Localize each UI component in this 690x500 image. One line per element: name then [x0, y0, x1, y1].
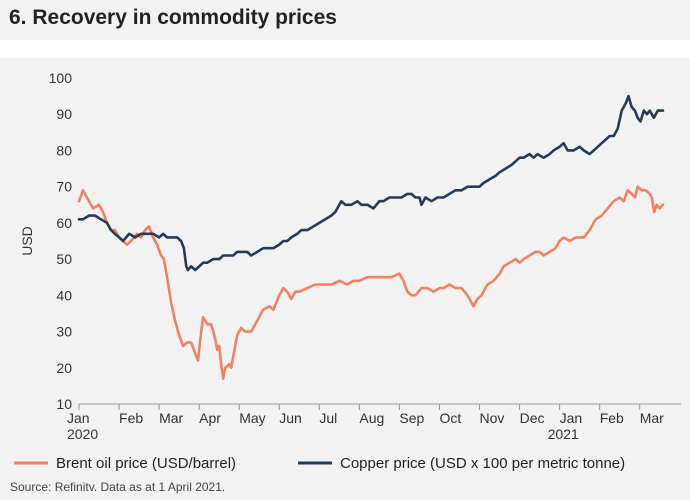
- x-tick-label: May: [239, 410, 265, 426]
- y-tick-label: 30: [56, 324, 72, 340]
- x-tick-label: Oct: [439, 410, 461, 426]
- legend: Brent oil price (USD/barrel) Copper pric…: [14, 455, 625, 472]
- x-tick-label: Jan: [560, 410, 583, 426]
- x-tick-label: Feb: [600, 410, 624, 426]
- x-tick-label: Jan: [67, 410, 90, 426]
- y-tick-label: 80: [56, 142, 72, 158]
- x-tick-year-label: 2021: [548, 426, 579, 442]
- y-axis-title: USD: [19, 226, 35, 256]
- x-tick-label: Jun: [279, 410, 302, 426]
- x-tick-label: Feb: [119, 410, 143, 426]
- x-tick-label: Dec: [520, 410, 545, 426]
- x-tick-label: Nov: [480, 410, 505, 426]
- x-tick-label: Aug: [359, 410, 384, 426]
- series-lines: [77, 94, 665, 380]
- x-tick-label: Apr: [199, 410, 221, 426]
- y-tick-label: 60: [56, 215, 72, 231]
- source-note: Source: Refinitv. Data as at 1 April 202…: [10, 480, 225, 494]
- y-tick-label: 20: [56, 360, 72, 376]
- series-line-copper: [77, 94, 665, 272]
- x-tick-label: Mar: [159, 410, 183, 426]
- y-tick-label: 50: [56, 251, 72, 267]
- page-title: 6. Recovery in commodity prices: [9, 6, 337, 29]
- y-tick-label: 100: [49, 70, 73, 86]
- x-tick-year-label: 2020: [67, 426, 98, 442]
- series-line-brent: [77, 185, 665, 380]
- y-tick-label: 90: [56, 106, 72, 122]
- x-tick-label: Jul: [319, 410, 337, 426]
- y-axis-ticks: 10 20 30 40 50 60 70 80 90 100: [49, 70, 73, 412]
- y-tick-label: 10: [56, 396, 72, 412]
- legend-label-copper: Copper price (USD x 100 per metric tonne…: [340, 455, 625, 472]
- legend-label-brent: Brent oil price (USD/barrel): [56, 455, 236, 472]
- y-tick-label: 70: [56, 179, 72, 195]
- y-tick-label: 40: [56, 287, 72, 303]
- chart-area: 10 20 30 40 50 60 70 80 90 100 Jan 2020 Feb Mar Apr Ma…: [0, 58, 690, 500]
- x-tick-label: Mar: [640, 410, 664, 426]
- title-bar: 6. Recovery in commodity prices: [0, 0, 690, 40]
- x-tick-label: Sep: [399, 410, 424, 426]
